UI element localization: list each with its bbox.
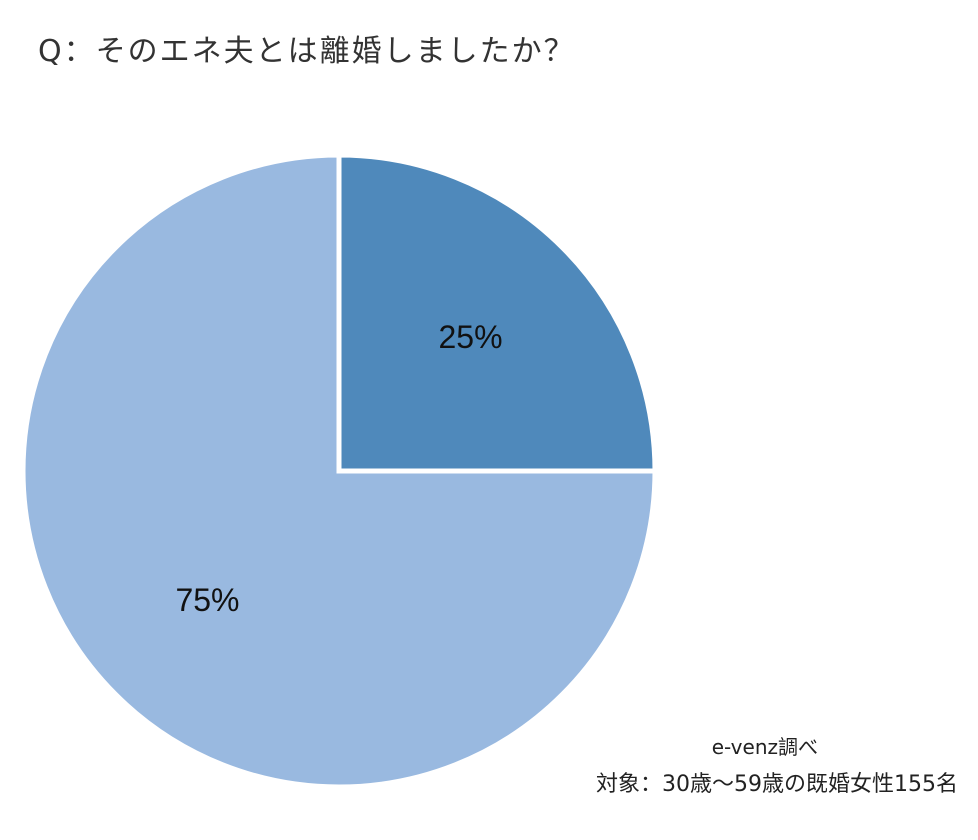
pie-slice-label-2: 75%: [175, 582, 239, 618]
pie-slices: [20, 152, 658, 790]
pie-labels: 25% 75%: [175, 319, 502, 618]
pie-slice-label-1: 25%: [438, 319, 502, 355]
chart-title: Q：そのエネ夫とは離婚しましたか？: [38, 34, 576, 69]
pie-slice-1: [336, 152, 658, 474]
survey-note: 対象：30歳～59歳の既婚女性155名: [596, 772, 958, 797]
pie-slice-2: [20, 152, 658, 790]
source-label: e-venz調べ: [711, 735, 818, 759]
